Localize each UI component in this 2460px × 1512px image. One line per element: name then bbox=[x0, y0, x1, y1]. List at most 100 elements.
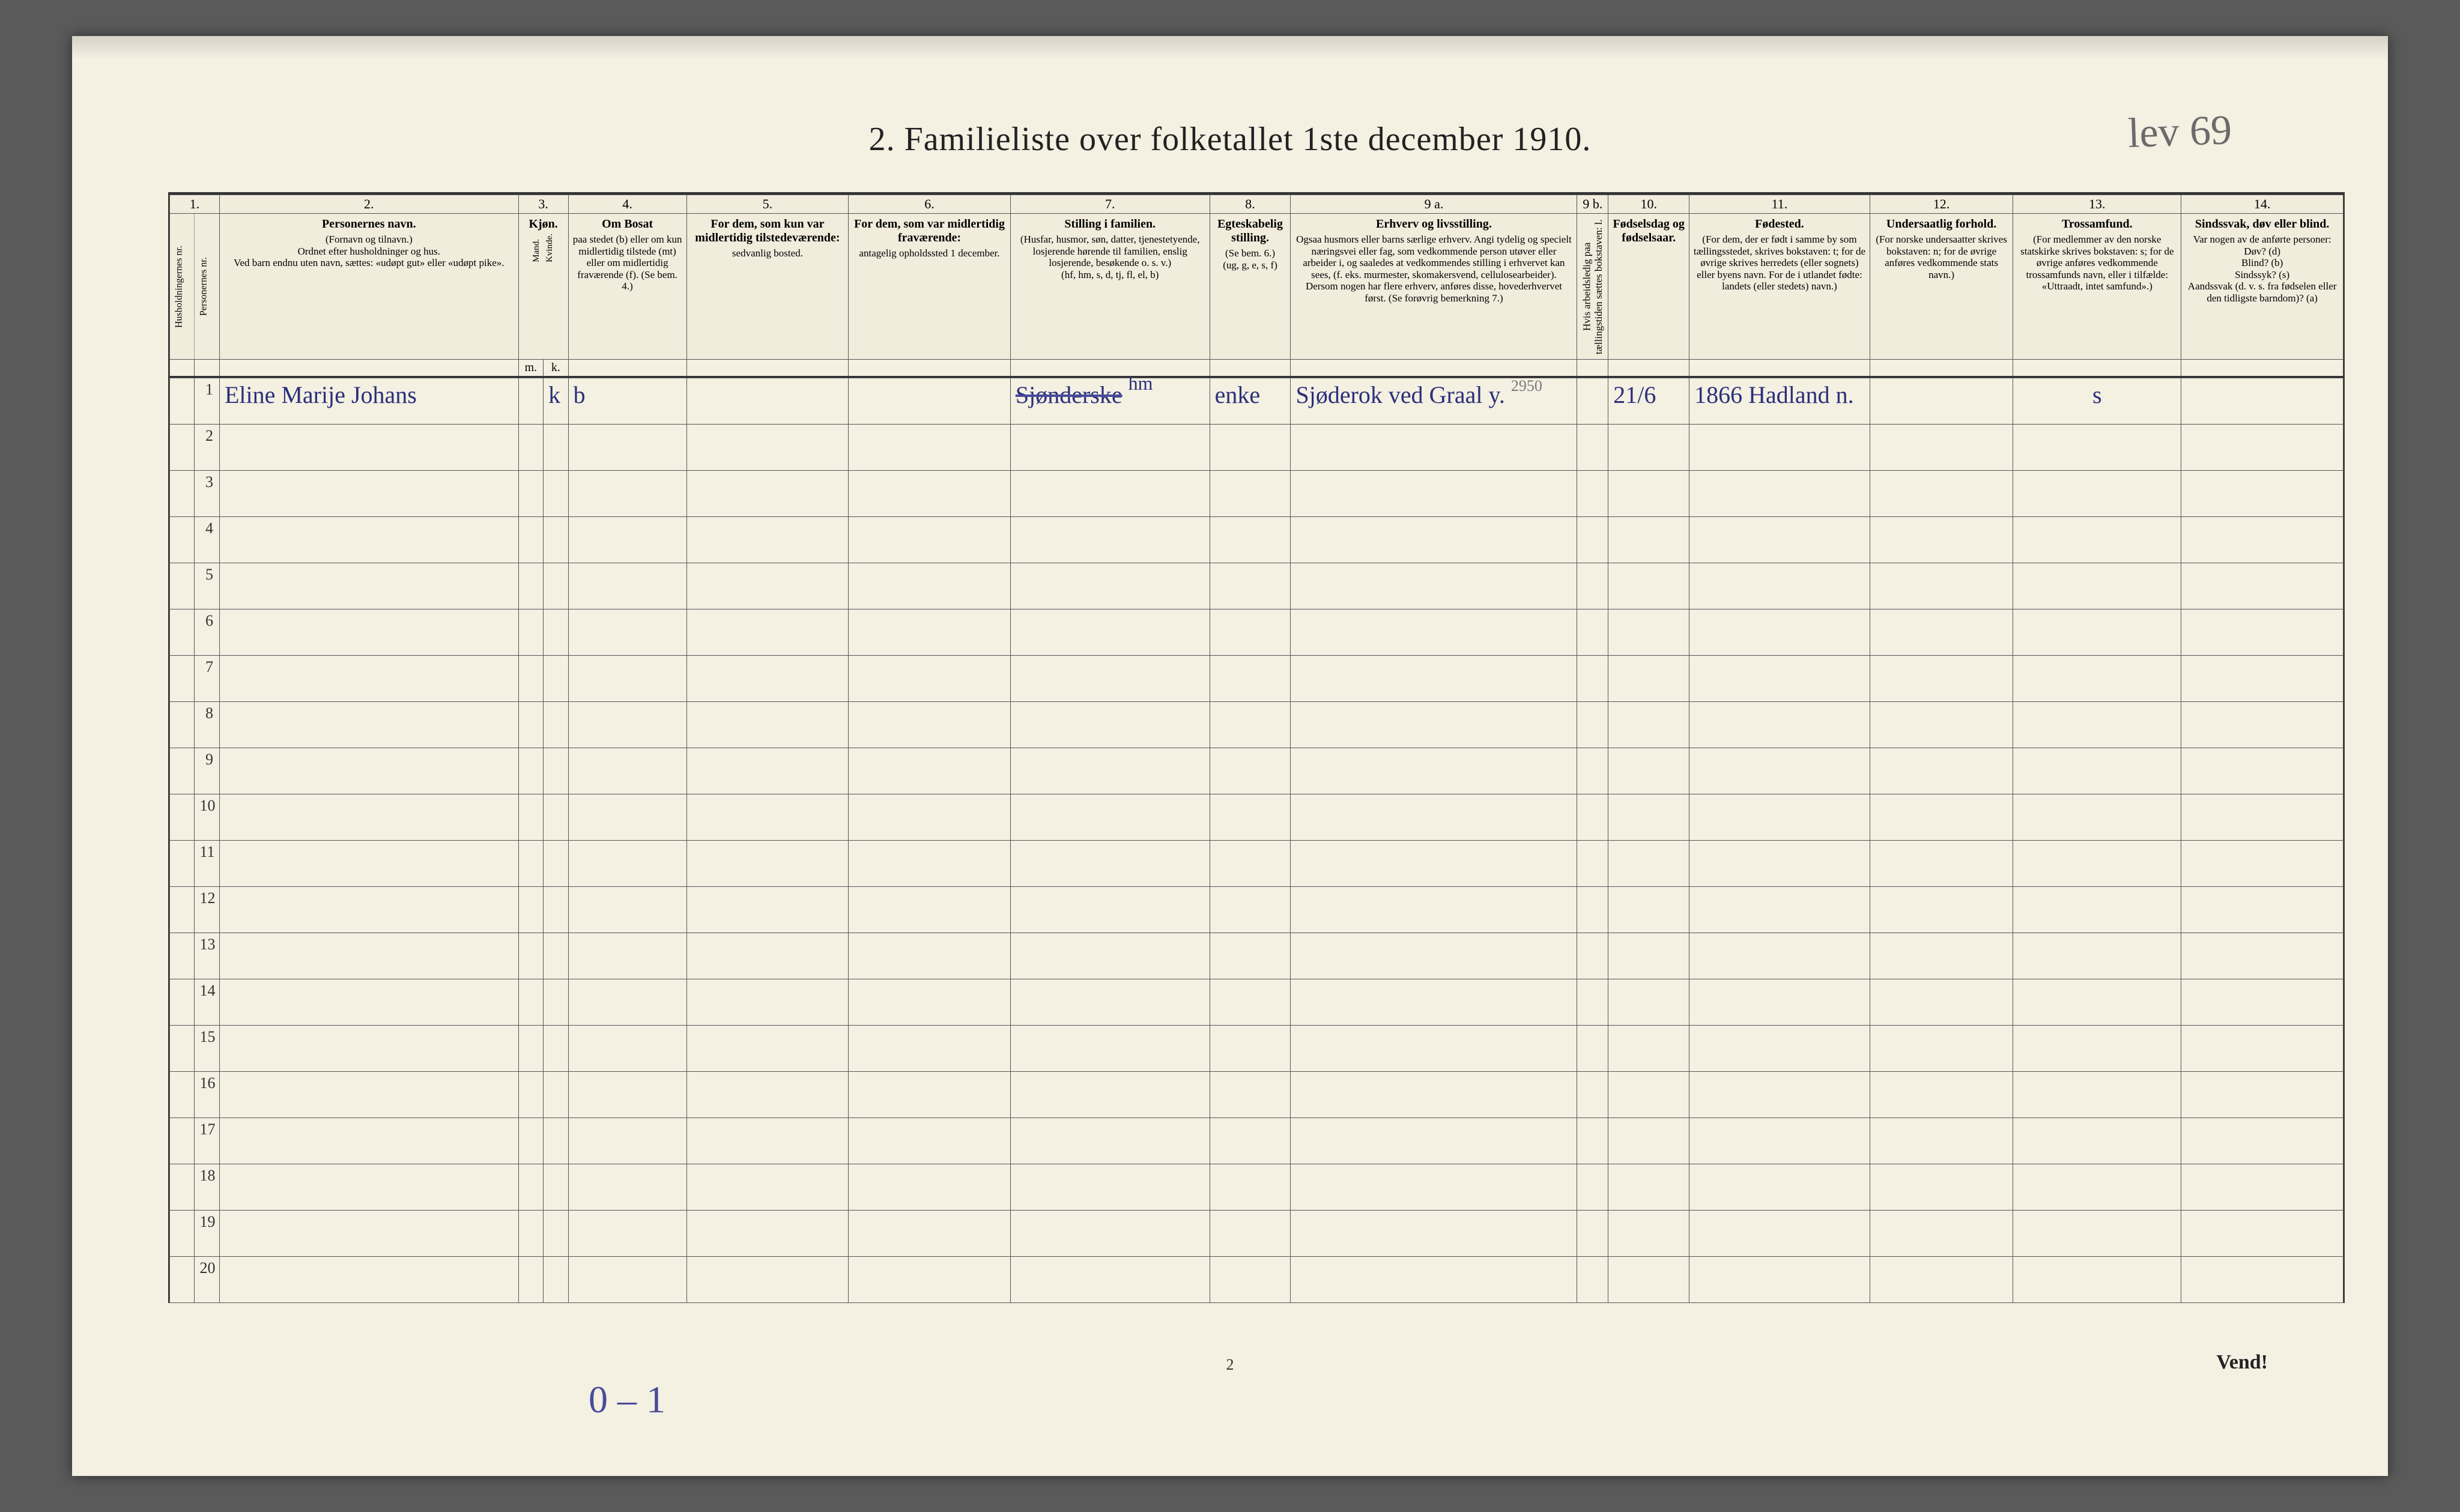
empty-cell bbox=[544, 656, 568, 702]
empty-cell bbox=[2013, 1118, 2181, 1164]
empty-cell bbox=[568, 933, 686, 979]
empty-cell bbox=[849, 1118, 1011, 1164]
table-row: 7 bbox=[170, 656, 2343, 702]
table-row: 15 bbox=[170, 1026, 2343, 1072]
empty-cell bbox=[1608, 1118, 1689, 1164]
empty-cell bbox=[1577, 1072, 1608, 1118]
empty-cell bbox=[1608, 471, 1689, 517]
empty-cell bbox=[686, 933, 849, 979]
table-row: 11 bbox=[170, 841, 2343, 887]
empty-cell bbox=[2181, 1118, 2343, 1164]
person-no-cell: 10 bbox=[195, 794, 219, 841]
table-row: 13 bbox=[170, 933, 2343, 979]
empty-cell bbox=[1870, 471, 2013, 517]
household-no-cell bbox=[170, 1257, 195, 1303]
empty-cell bbox=[219, 702, 518, 748]
empty-cell bbox=[1291, 979, 1577, 1026]
empty-cell bbox=[1291, 609, 1577, 656]
empty-cell bbox=[686, 979, 849, 1026]
person-no-cell: 3 bbox=[195, 471, 219, 517]
hdr-sex-k-abbr: k. bbox=[544, 360, 568, 377]
empty-cell bbox=[568, 794, 686, 841]
hdr-birthplace: Fødested. (For dem, der er født i samme … bbox=[1689, 214, 1870, 360]
empty-cell bbox=[1010, 1211, 1210, 1257]
empty-cell bbox=[1870, 933, 2013, 979]
empty-cell bbox=[849, 517, 1011, 563]
empty-cell bbox=[1870, 425, 2013, 471]
hdr-sex-m: Mand. bbox=[532, 239, 542, 262]
empty-cell bbox=[1291, 887, 1577, 933]
family-pos-value: hm bbox=[1129, 372, 1153, 394]
hdr-resident: Om Bosat paa stedet (b) eller om kun mid… bbox=[568, 214, 686, 360]
table-row: 20 bbox=[170, 1257, 2343, 1303]
colnum-7: 7. bbox=[1010, 195, 1210, 214]
empty-cell bbox=[544, 794, 568, 841]
empty-cell bbox=[2013, 609, 2181, 656]
household-no-cell bbox=[170, 1164, 195, 1211]
table-row: 14 bbox=[170, 979, 2343, 1026]
empty-cell bbox=[1870, 517, 2013, 563]
household-no-cell bbox=[170, 1118, 195, 1164]
empty-cell bbox=[1608, 841, 1689, 887]
empty-cell bbox=[568, 1211, 686, 1257]
empty-cell bbox=[1210, 794, 1291, 841]
table-row: 16 bbox=[170, 1072, 2343, 1118]
empty-cell bbox=[1210, 1118, 1291, 1164]
empty-cell bbox=[1608, 1257, 1689, 1303]
empty-cell bbox=[2013, 933, 2181, 979]
empty-cell bbox=[2013, 702, 2181, 748]
empty-cell bbox=[1010, 656, 1210, 702]
household-no-cell bbox=[170, 887, 195, 933]
empty-cell bbox=[1010, 1118, 1210, 1164]
hdr-birthdate-title: Fødselsdag og fødselsaar. bbox=[1612, 217, 1685, 245]
empty-cell bbox=[1689, 656, 1870, 702]
empty-cell bbox=[544, 1072, 568, 1118]
empty-cell bbox=[568, 1164, 686, 1211]
hdr-family-pos-sub: (Husfar, husmor, søn, datter, tjenestety… bbox=[1014, 234, 1206, 280]
empty-cell bbox=[686, 1257, 849, 1303]
empty-cell bbox=[219, 1164, 518, 1211]
disability-cell bbox=[2181, 378, 2343, 425]
empty-cell bbox=[568, 702, 686, 748]
empty-cell bbox=[568, 609, 686, 656]
empty-cell bbox=[1608, 1164, 1689, 1211]
empty-cell bbox=[1870, 841, 2013, 887]
person-no-cell: 13 bbox=[195, 933, 219, 979]
hdr-religion-title: Trossamfund. bbox=[2017, 217, 2177, 231]
empty-cell bbox=[2013, 471, 2181, 517]
empty-cell bbox=[849, 794, 1011, 841]
household-no-cell bbox=[170, 563, 195, 609]
table-row: 5 bbox=[170, 563, 2343, 609]
empty-cell bbox=[849, 1026, 1011, 1072]
empty-cell bbox=[1689, 887, 1870, 933]
hdr-name: Personernes navn. (Fornavn og tilnavn.) … bbox=[219, 214, 518, 360]
empty-cell bbox=[544, 471, 568, 517]
empty-cell bbox=[686, 1072, 849, 1118]
empty-cell bbox=[1291, 425, 1577, 471]
empty-cell bbox=[849, 702, 1011, 748]
empty-cell bbox=[1291, 1026, 1577, 1072]
empty-cell bbox=[1210, 1257, 1291, 1303]
empty-cell bbox=[1577, 933, 1608, 979]
empty-cell bbox=[686, 471, 849, 517]
empty-cell bbox=[849, 471, 1011, 517]
empty-cell bbox=[1010, 1257, 1210, 1303]
empty-cell bbox=[568, 748, 686, 794]
empty-cell bbox=[1210, 425, 1291, 471]
empty-cell bbox=[2181, 933, 2343, 979]
empty-cell bbox=[544, 979, 568, 1026]
table-row: 4 bbox=[170, 517, 2343, 563]
person-no-cell: 12 bbox=[195, 887, 219, 933]
hdr-birthplace-sub: (For dem, der er født i samme by som tæl… bbox=[1693, 234, 1866, 292]
empty-cell bbox=[518, 1118, 543, 1164]
sex-k-cell: k bbox=[544, 378, 568, 425]
empty-cell bbox=[518, 1257, 543, 1303]
household-no-cell bbox=[170, 748, 195, 794]
occupation-note: 2950 bbox=[1511, 377, 1542, 395]
empty-cell bbox=[1010, 841, 1210, 887]
person-no-cell: 5 bbox=[195, 563, 219, 609]
hdr-resident-title: Om Bosat bbox=[572, 217, 683, 231]
empty-cell bbox=[1010, 1026, 1210, 1072]
empty-cell bbox=[1210, 841, 1291, 887]
empty-cell bbox=[1577, 748, 1608, 794]
